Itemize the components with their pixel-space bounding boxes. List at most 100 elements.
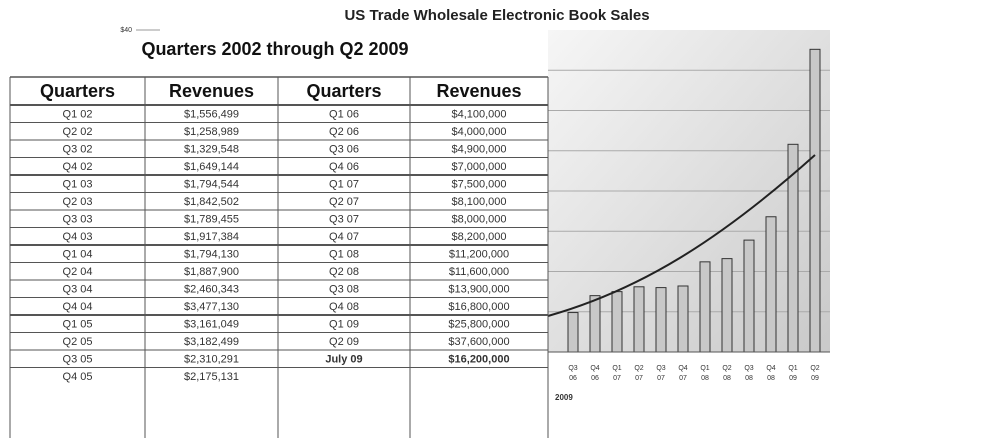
table-cell: Q3 06 — [329, 144, 359, 156]
table-cell: Q1 03 — [63, 179, 93, 191]
trend-line — [547, 154, 816, 317]
x-tick-label: Q3 — [656, 365, 665, 372]
table: Quarters Revenues Quarters Revenues Q1 02 $1,… — [9, 76, 549, 438]
x-tick-label: Q1 — [788, 365, 797, 372]
table-cell: Q2 08 — [329, 266, 359, 278]
x-tick-label: 08 — [723, 375, 731, 382]
x-tick-label: Q2 — [810, 365, 819, 372]
table-cell: $37,600,000 — [448, 336, 509, 348]
bar — [655, 287, 667, 353]
table-cell: Q2 07 — [329, 196, 359, 208]
table-cell: $4,900,000 — [451, 144, 506, 156]
table-cell: $7,000,000 — [451, 161, 506, 173]
table-cell: $2,310,291 — [184, 354, 239, 366]
chart: $40 Q3 06 Q4 06 Q1 07 Q2 07 Q3 07 Q4 07 Q1 08 Q2 08 Q3 08 Q… — [120, 27, 830, 382]
table-cell: Q2 09 — [329, 336, 359, 348]
table-cell: $13,900,000 — [448, 284, 509, 296]
table-cell: $4,000,000 — [451, 126, 506, 138]
table-cell: $3,182,499 — [184, 336, 239, 348]
axis-note: 2009 — [555, 393, 573, 402]
table-cell: Q4 03 — [63, 231, 93, 243]
table-cell: Q1 09 — [329, 319, 359, 331]
header-cell: Quarters — [40, 81, 115, 101]
table-cell: Q3 07 — [329, 214, 359, 226]
bar — [721, 258, 733, 353]
x-tick-label: 09 — [811, 375, 819, 382]
x-tick-label: 06 — [569, 375, 577, 382]
header-cell: Quarters — [306, 81, 381, 101]
x-tick-label: Q4 — [766, 365, 775, 372]
x-tick-label: Q1 — [612, 365, 621, 372]
table-cell: Q4 06 — [329, 161, 359, 173]
table-cell: Q4 05 — [63, 371, 93, 383]
page-title: US Trade Wholesale Electronic Book Sales — [344, 7, 649, 24]
table-cell: $25,800,000 — [448, 319, 509, 331]
table-cell: $1,887,900 — [184, 266, 239, 278]
table-cell: $1,329,548 — [184, 144, 239, 156]
bar — [699, 261, 711, 353]
table-cell: Q2 04 — [63, 266, 93, 278]
x-tick-label: 07 — [657, 375, 665, 382]
header-cell: Revenues — [436, 81, 521, 101]
table-cell: Q4 02 — [63, 161, 93, 173]
bar — [567, 312, 579, 353]
table-cell: Q2 05 — [63, 336, 93, 348]
y-tick-label: $40 — [120, 27, 132, 34]
bar — [765, 216, 777, 353]
table-cell: $1,258,989 — [184, 126, 239, 138]
table-cell: Q4 08 — [329, 301, 359, 313]
x-tick-label: 07 — [679, 375, 687, 382]
x-tick-label: Q4 — [678, 365, 687, 372]
x-tick-label: 08 — [745, 375, 753, 382]
table-cell: $16,200,000 — [448, 354, 509, 366]
table-cell: Q3 05 — [63, 354, 93, 366]
table-cell: Q3 03 — [63, 214, 93, 226]
x-tick-label: Q4 — [590, 365, 599, 372]
bar — [809, 48, 821, 353]
table-cell: $7,500,000 — [451, 179, 506, 191]
table-cell: $3,477,130 — [184, 301, 239, 313]
table-cell: Q2 03 — [63, 196, 93, 208]
table-cell: $1,794,544 — [184, 179, 239, 191]
bar — [611, 291, 623, 353]
header-cell: Revenues — [169, 81, 254, 101]
bar — [633, 286, 645, 353]
x-tick-label: 06 — [591, 375, 599, 382]
table-cell: July 09 — [325, 354, 362, 366]
table-cell: $2,175,131 — [184, 371, 239, 383]
bar — [589, 295, 601, 353]
table-cell: Q2 06 — [329, 126, 359, 138]
table-cell: $1,842,502 — [184, 196, 239, 208]
x-tick-label: Q2 — [634, 365, 643, 372]
x-tick-label: Q2 — [722, 365, 731, 372]
table-cell: $16,800,000 — [448, 301, 509, 313]
table-cell: $1,556,499 — [184, 109, 239, 121]
table-cell: $1,794,130 — [184, 249, 239, 261]
table-cell: $8,000,000 — [451, 214, 506, 226]
table-bg — [10, 77, 548, 385]
table-cell: Q4 04 — [63, 301, 93, 313]
x-tick-label: 07 — [635, 375, 643, 382]
x-tick-label: 09 — [789, 375, 797, 382]
bar — [743, 239, 755, 353]
table-cell: Q1 07 — [329, 179, 359, 191]
table-cell: $1,789,455 — [184, 214, 239, 226]
table-cell: Q1 08 — [329, 249, 359, 261]
table-cell: Q2 02 — [63, 126, 93, 138]
table-cell: $11,200,000 — [449, 249, 509, 261]
table-cell: $3,161,049 — [184, 319, 239, 331]
table-cell: Q3 08 — [329, 284, 359, 296]
x-tick-label: Q3 — [568, 365, 577, 372]
table-cell: $4,100,000 — [451, 109, 506, 121]
table-cell: $8,100,000 — [451, 196, 506, 208]
table-cell: $8,200,000 — [451, 231, 506, 243]
table-cell: $1,649,144 — [184, 161, 239, 173]
x-tick-label: Q1 — [700, 365, 709, 372]
x-tick-label: 07 — [613, 375, 621, 382]
bar — [677, 285, 689, 353]
x-tick-label: Q3 — [744, 365, 753, 372]
x-tick-label: 08 — [701, 375, 709, 382]
table-cell: Q1 02 — [63, 109, 93, 121]
table-cell: Q1 05 — [63, 319, 93, 331]
